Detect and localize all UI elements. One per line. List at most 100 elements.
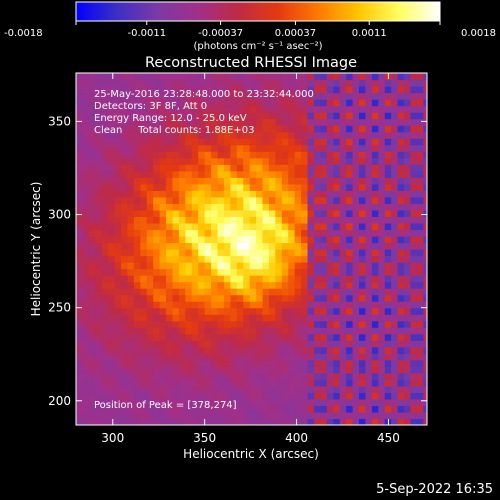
heatmap-cell	[423, 118, 427, 126]
heatmap-cell	[339, 196, 347, 204]
heatmap-cell	[153, 288, 161, 296]
heatmap-cell	[76, 235, 84, 244]
heatmap-cell	[76, 379, 84, 387]
heatmap-cell	[281, 275, 289, 283]
heatmap-cell	[384, 99, 392, 107]
heatmap-cell	[101, 151, 109, 159]
heatmap-cell	[185, 320, 193, 328]
heatmap-cell	[217, 86, 225, 94]
heatmap-cell	[416, 125, 424, 133]
heatmap-cell	[76, 209, 84, 218]
heatmap-cell	[101, 294, 109, 302]
heatmap-cell	[365, 405, 373, 413]
heatmap-cell	[352, 411, 360, 420]
heatmap-cell	[268, 235, 276, 244]
heatmap-cell	[198, 392, 206, 400]
heatmap-cell	[294, 177, 302, 185]
heatmap-cell	[378, 379, 386, 387]
heatmap-cell	[416, 320, 424, 328]
heatmap-cell	[249, 105, 257, 113]
heatmap-cell	[159, 157, 167, 165]
heatmap-cell	[404, 190, 412, 198]
heatmap-cell	[313, 151, 322, 159]
heatmap-cell	[88, 157, 96, 165]
heatmap-cell	[127, 281, 135, 289]
heatmap-cell	[256, 164, 264, 172]
heatmap-cell	[211, 183, 219, 191]
heatmap-cell	[108, 301, 116, 309]
heatmap-cell	[281, 372, 289, 380]
heatmap-cell	[82, 144, 90, 152]
heatmap-cell	[275, 320, 283, 328]
heatmap-cell	[333, 385, 341, 394]
heatmap-cell	[211, 281, 219, 289]
heatmap-cell	[288, 372, 296, 380]
heatmap-cell	[198, 366, 206, 374]
heatmap-cell	[236, 229, 244, 237]
heatmap-cell	[191, 222, 199, 231]
heatmap-cell	[294, 118, 302, 126]
heatmap-cell	[359, 151, 367, 159]
heatmap-cell	[211, 405, 219, 413]
heatmap-cell	[378, 92, 386, 100]
heatmap-cell	[404, 229, 412, 237]
heatmap-cell	[359, 281, 367, 289]
heatmap-cell	[313, 268, 322, 276]
heatmap-cell	[172, 372, 180, 380]
heatmap-cell	[410, 268, 418, 276]
heatmap-cell	[404, 340, 412, 348]
heatmap-cell	[281, 262, 289, 270]
heatmap-cell	[359, 333, 367, 341]
heatmap-cell	[178, 353, 186, 361]
heatmap-cell	[88, 320, 96, 328]
heatmap-cell	[108, 157, 116, 165]
heatmap-cell	[378, 405, 386, 413]
heatmap-cell	[243, 268, 251, 276]
heatmap-cell	[82, 327, 90, 335]
heatmap-cell	[146, 203, 154, 211]
heatmap-cell	[275, 275, 283, 283]
heatmap-cell	[133, 164, 141, 172]
heatmap-cell	[416, 333, 424, 341]
heatmap-cell	[313, 405, 322, 413]
heatmap-cell	[416, 301, 424, 309]
heatmap-cell	[307, 235, 315, 244]
heatmap-cell	[198, 183, 206, 191]
heatmap-cell	[198, 327, 206, 335]
heatmap-cell	[243, 242, 251, 250]
heatmap-cell	[339, 288, 347, 296]
x-axis-label: Heliocentric X (arcsec)	[183, 447, 319, 461]
heatmap-cell	[268, 209, 276, 218]
heatmap-cell	[198, 301, 206, 309]
heatmap-cell	[133, 333, 141, 341]
heatmap-cell	[223, 190, 231, 198]
heatmap-cell	[236, 372, 244, 380]
heatmap-cell	[127, 353, 135, 361]
heatmap-cell	[423, 222, 427, 231]
heatmap-cell	[166, 209, 174, 218]
heatmap-cell	[140, 196, 148, 204]
heatmap-cell	[243, 170, 251, 178]
heatmap-cell	[82, 209, 90, 218]
heatmap-cell	[121, 112, 129, 120]
heatmap-cell	[243, 118, 251, 126]
heatmap-cell	[397, 177, 405, 185]
heatmap-cell	[256, 301, 264, 309]
heatmap-cell	[352, 105, 360, 113]
heatmap-cell	[230, 372, 238, 380]
heatmap-cell	[326, 294, 334, 302]
heatmap-cell	[268, 138, 276, 146]
heatmap-cell	[423, 73, 427, 81]
heatmap-cell	[133, 144, 141, 152]
heatmap-cell	[378, 235, 386, 244]
heatmap-cell	[262, 73, 270, 81]
heatmap-cell	[371, 125, 379, 133]
heatmap-cell	[352, 209, 360, 218]
heatmap-cell	[191, 392, 199, 400]
heatmap-cell	[326, 398, 334, 407]
heatmap-cell	[191, 112, 199, 120]
heatmap-cell	[243, 398, 251, 407]
heatmap-cell	[185, 262, 193, 270]
heatmap-cell	[333, 177, 341, 185]
heatmap-cell	[101, 320, 109, 328]
